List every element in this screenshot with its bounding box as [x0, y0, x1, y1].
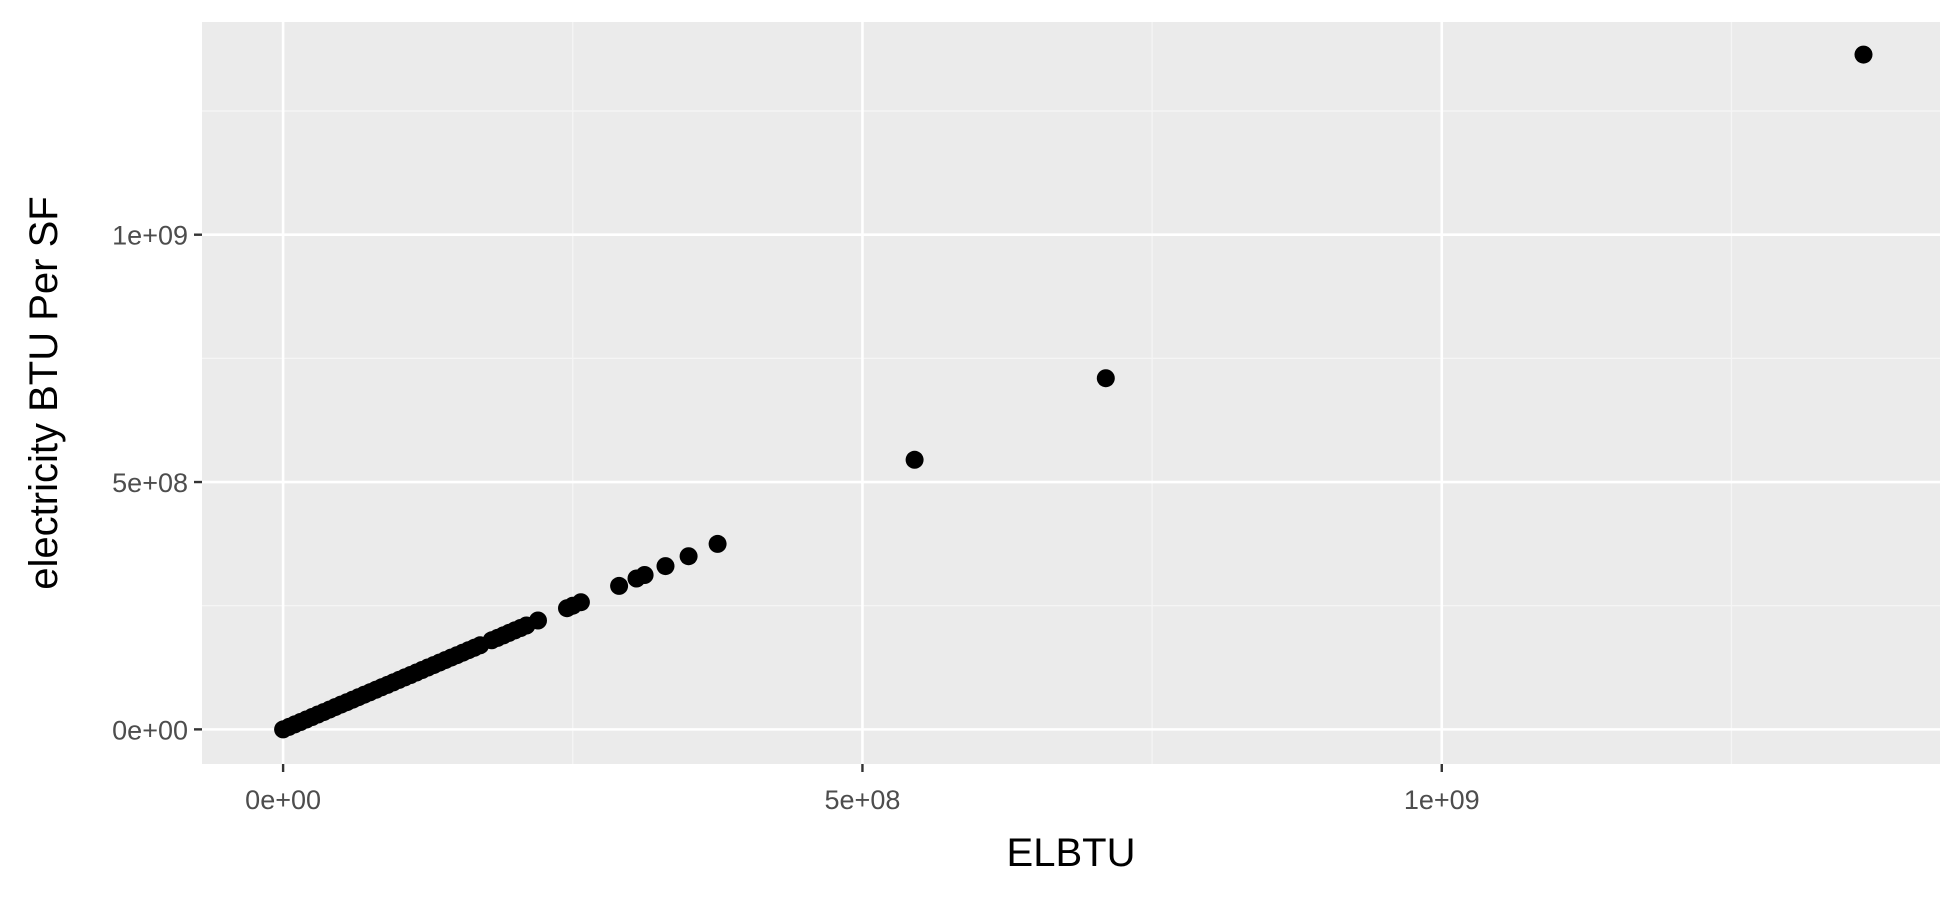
data-point [635, 566, 654, 584]
data-point [656, 557, 675, 576]
data-point [905, 450, 924, 469]
data-point [679, 547, 698, 566]
data-point [1096, 369, 1115, 388]
x-tick-label: 1e+09 [1404, 785, 1480, 815]
x-tick-label: 5e+08 [825, 785, 901, 815]
data-point [529, 611, 547, 630]
data-point [571, 593, 590, 612]
major-gridlines [202, 22, 1940, 764]
y-axis-title: electricity BTU Per SF [22, 196, 66, 589]
y-tick-label: 1e+09 [112, 221, 188, 251]
x-tick-label: 0e+00 [245, 785, 321, 815]
x-axis: 0e+00 5e+08 1e+09 [245, 764, 1480, 815]
data-point [708, 534, 727, 553]
y-tick-label: 5e+08 [112, 468, 188, 498]
y-axis: 0e+00 5e+08 1e+09 [112, 221, 202, 745]
y-tick-label: 0e+00 [112, 715, 188, 745]
x-axis-title: ELBTU [1007, 831, 1136, 875]
minor-gridlines [202, 22, 1940, 764]
data-points [274, 45, 1873, 739]
data-point [610, 576, 629, 595]
data-point [1854, 45, 1873, 64]
